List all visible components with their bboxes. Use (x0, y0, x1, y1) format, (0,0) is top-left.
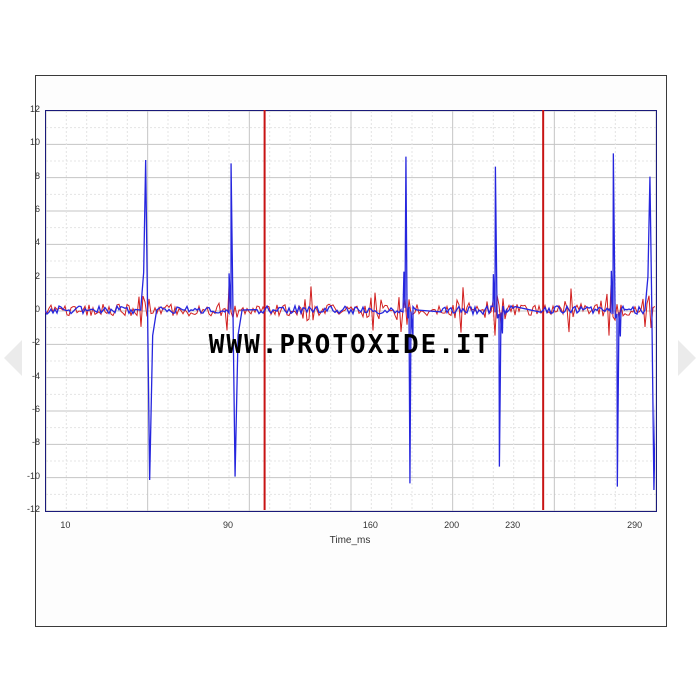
x-tick: 290 (620, 520, 650, 530)
x-tick: 10 (50, 520, 80, 530)
x-tick: 90 (213, 520, 243, 530)
x-tick: 230 (498, 520, 528, 530)
y-tick: 12 (22, 104, 40, 114)
y-tick: -10 (22, 471, 40, 481)
y-tick: 10 (22, 137, 40, 147)
chevron-left-icon[interactable] (4, 340, 22, 376)
y-tick: -6 (22, 404, 40, 414)
y-tick: -12 (22, 504, 40, 514)
y-tick: 0 (22, 304, 40, 314)
y-tick: 4 (22, 237, 40, 247)
y-tick: 8 (22, 171, 40, 181)
watermark-text: WWW.PROTOXIDE.IT (0, 330, 700, 360)
y-tick: -4 (22, 371, 40, 381)
y-tick: 6 (22, 204, 40, 214)
y-tick: 2 (22, 271, 40, 281)
x-tick: 160 (355, 520, 385, 530)
grid (46, 111, 656, 511)
y-tick: -2 (22, 337, 40, 347)
x-axis-label: Time_ms (45, 535, 655, 546)
y-tick: -8 (22, 437, 40, 447)
plot-area (45, 110, 657, 512)
chevron-right-icon[interactable] (678, 340, 696, 376)
x-tick: 200 (437, 520, 467, 530)
